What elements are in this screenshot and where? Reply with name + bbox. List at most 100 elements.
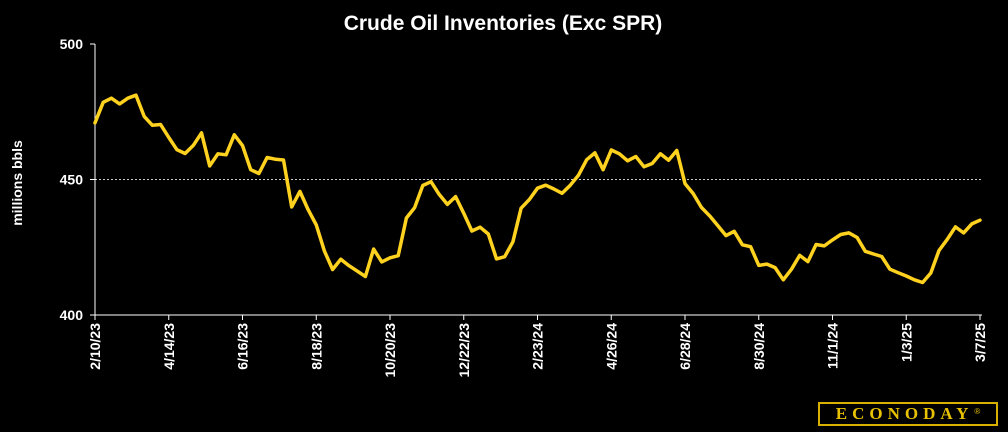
data-point xyxy=(265,156,269,159)
data-point xyxy=(397,254,400,257)
data-point xyxy=(167,136,170,139)
data-point xyxy=(495,257,498,261)
data-point xyxy=(569,184,572,187)
data-point xyxy=(757,264,760,267)
data-point xyxy=(183,152,187,155)
data-point xyxy=(241,144,244,147)
data-point xyxy=(315,223,318,227)
data-point xyxy=(626,159,629,162)
data-point xyxy=(143,115,146,118)
data-point xyxy=(134,94,138,97)
data-point xyxy=(888,268,892,271)
data-point xyxy=(683,182,687,185)
data-point xyxy=(823,244,826,248)
data-point xyxy=(347,264,351,267)
data-point xyxy=(478,226,482,229)
data-point xyxy=(282,158,285,162)
data-point xyxy=(905,274,908,278)
data-point xyxy=(200,131,203,135)
data-point xyxy=(175,148,179,151)
data-point xyxy=(880,255,883,258)
data-point xyxy=(257,172,261,175)
data-point xyxy=(962,231,965,235)
data-point xyxy=(93,121,97,125)
data-point xyxy=(233,133,236,136)
data-point xyxy=(290,205,293,209)
data-point xyxy=(331,268,334,271)
data-point xyxy=(847,231,851,235)
y-tick-label: 500 xyxy=(60,36,84,52)
data-point xyxy=(306,208,310,211)
data-point xyxy=(405,216,408,220)
data-point xyxy=(462,212,465,215)
data-point xyxy=(593,151,597,155)
data-point xyxy=(913,278,916,281)
x-tick-label: 11/1/24 xyxy=(825,323,841,369)
registered-mark: ® xyxy=(974,406,981,416)
data-point xyxy=(872,252,875,256)
data-point xyxy=(585,158,588,161)
data-point xyxy=(421,184,424,187)
data-point xyxy=(454,195,457,198)
brand-name: ECONODAY xyxy=(835,404,974,423)
data-point xyxy=(429,180,433,183)
data-point xyxy=(929,271,932,275)
data-point xyxy=(339,258,342,261)
data-point xyxy=(839,233,842,236)
data-point xyxy=(372,247,375,251)
data-point xyxy=(667,159,670,162)
data-point xyxy=(700,206,703,209)
x-tick-label: 2/23/24 xyxy=(530,323,546,370)
data-point xyxy=(765,262,769,266)
data-point xyxy=(528,198,531,201)
econoday-logo: ECONODAY ® xyxy=(818,402,998,426)
x-tick-label: 6/16/23 xyxy=(235,323,251,370)
x-tick-label: 1/3/25 xyxy=(898,323,914,362)
data-point xyxy=(921,281,924,284)
data-point xyxy=(896,271,900,274)
data-point xyxy=(118,102,121,106)
data-point xyxy=(356,269,359,273)
data-point xyxy=(970,222,973,226)
y-tick-label: 400 xyxy=(60,307,84,323)
data-point xyxy=(446,203,449,206)
data-point xyxy=(864,250,867,253)
x-tick-label: 12/22/23 xyxy=(456,323,472,378)
data-point xyxy=(692,192,695,195)
series-group xyxy=(93,93,982,285)
data-point xyxy=(544,184,547,187)
data-point xyxy=(601,168,605,171)
data-point xyxy=(716,224,719,227)
data-point xyxy=(536,187,539,190)
data-point xyxy=(151,124,154,127)
x-tick-label: 4/14/23 xyxy=(161,323,177,370)
data-point xyxy=(208,164,211,168)
data-point xyxy=(323,249,326,253)
data-point xyxy=(831,238,834,242)
data-point xyxy=(274,158,277,161)
data-point xyxy=(733,230,736,233)
data-point xyxy=(192,144,195,147)
data-point xyxy=(560,192,564,195)
data-point xyxy=(102,101,105,104)
data-point xyxy=(610,148,613,152)
x-tick-labels: 2/10/23 4/14/23 6/16/23 8/18/23 10/20/23 12/2… xyxy=(87,315,988,378)
x-tick-label: 8/30/24 xyxy=(751,323,767,370)
data-point xyxy=(773,266,777,269)
x-tick-label: 3/7/25 xyxy=(972,323,988,362)
chart-title: Crude Oil Inventories (Exc SPR) xyxy=(344,12,663,35)
data-point xyxy=(224,153,228,156)
data-point xyxy=(806,260,810,263)
data-point xyxy=(675,149,678,152)
y-axis-label: millions bbls xyxy=(9,140,25,226)
data-point xyxy=(937,249,941,252)
data-point xyxy=(724,234,728,237)
data-point xyxy=(855,236,859,239)
data-point xyxy=(782,278,785,281)
data-point xyxy=(388,256,392,259)
x-tick-label: 2/10/23 xyxy=(87,323,103,370)
x-tick-label: 8/18/23 xyxy=(308,323,324,370)
x-tick-label: 4/26/24 xyxy=(603,323,619,370)
data-point xyxy=(438,193,441,196)
data-point xyxy=(954,225,957,229)
